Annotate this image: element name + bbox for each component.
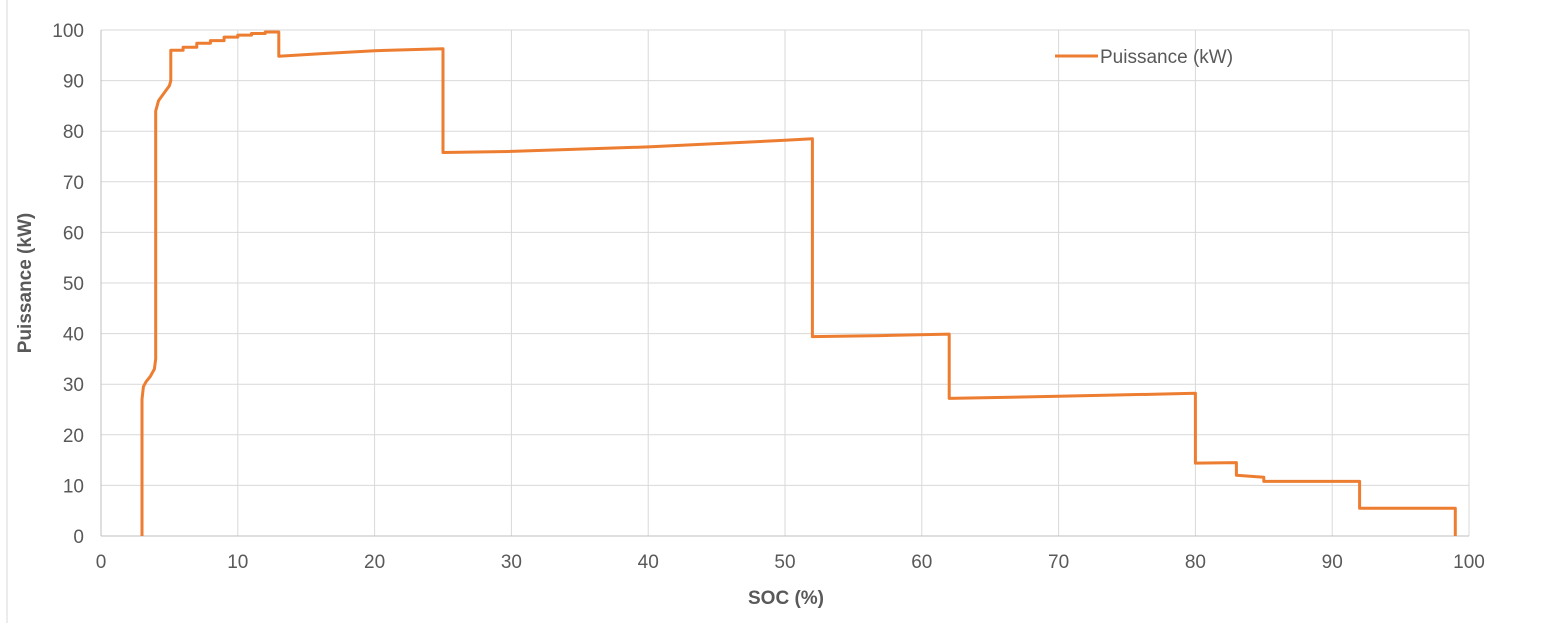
x-tick-label: 100 (1453, 552, 1485, 573)
y-tick-label: 90 (63, 72, 84, 93)
y-tick-label: 70 (63, 173, 84, 194)
x-axis-title: SOC (%) (748, 588, 824, 609)
y-tick-label: 50 (63, 274, 84, 295)
legend-label: Puissance (kW) (1100, 47, 1233, 68)
y-tick-label: 20 (63, 426, 84, 447)
x-tick-label: 80 (1185, 552, 1206, 573)
y-tick-label: 10 (63, 476, 84, 497)
series-line-puissance (140, 30, 1457, 536)
y-tick-labels: 0 10 20 30 40 50 60 70 80 90 100 (52, 21, 84, 548)
x-tick-label: 70 (1048, 552, 1069, 573)
y-tick-label: 0 (73, 527, 84, 548)
legend: Puissance (kW) (1055, 47, 1233, 68)
y-tick-label: 100 (52, 21, 84, 42)
x-tick-label: 40 (638, 552, 659, 573)
axes (100, 30, 1469, 537)
y-tick-label: 40 (63, 325, 84, 346)
y-tick-label: 30 (63, 375, 84, 396)
x-tick-label: 0 (96, 552, 107, 573)
x-tick-label: 30 (501, 552, 522, 573)
x-tick-labels: 0 10 20 30 40 50 60 70 80 90 100 (96, 552, 1485, 573)
x-tick-label: 10 (227, 552, 248, 573)
gridlines (101, 29, 1470, 536)
x-tick-label: 90 (1322, 552, 1343, 573)
y-tick-label: 60 (63, 223, 84, 244)
x-tick-label: 50 (774, 552, 795, 573)
y-axis-title: Puissance (kW) (15, 213, 36, 353)
y-tick-label: 80 (63, 122, 84, 143)
x-tick-label: 20 (364, 552, 385, 573)
x-tick-label: 60 (911, 552, 932, 573)
